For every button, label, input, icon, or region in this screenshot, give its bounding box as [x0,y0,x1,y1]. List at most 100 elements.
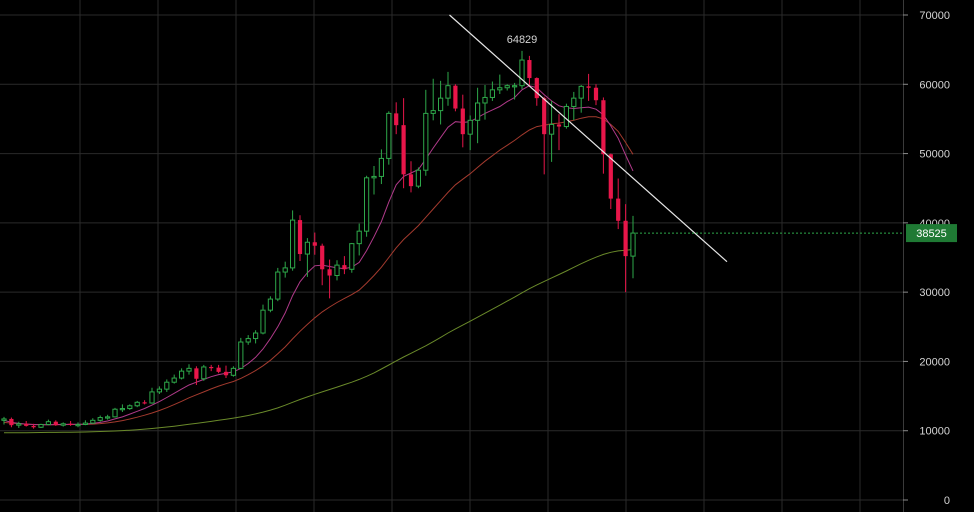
candle [82,420,89,426]
candle [364,175,370,237]
candle [475,87,481,144]
candle [38,423,44,428]
candle-body [630,232,636,257]
candle [593,84,599,106]
candle [297,215,303,261]
candle-body [519,59,525,87]
candle [601,97,606,174]
candle [401,98,406,189]
candle-body [119,408,126,411]
candle-body [497,87,503,91]
candle [260,304,266,335]
candle [60,422,66,427]
candle-body [179,370,185,379]
candle-body [467,119,473,135]
candle-body [194,368,199,379]
y-tick-label: 20000 [919,356,950,368]
peak-price-label: 64829 [507,34,538,46]
candle-body [275,271,281,300]
candle [149,387,155,404]
candle [312,232,317,255]
candle [97,415,103,422]
ma-fast-line [3,85,634,426]
y-tick-label: 60000 [919,79,950,91]
candle [334,260,340,281]
candle [45,419,51,426]
candle [24,421,29,427]
candle [512,82,518,100]
candle-body [401,125,406,175]
candle-body [223,371,229,376]
candle-body [371,175,377,179]
candle-body [142,402,147,404]
candle [31,423,36,429]
candle [623,204,628,293]
candle [194,366,199,385]
candle-body [534,78,539,99]
candle [238,337,244,370]
candle-body [438,97,444,112]
candle [630,215,636,279]
candle-body [342,265,347,270]
candle-body [364,177,370,232]
candle-body [593,87,599,101]
candle-body [105,416,111,419]
candle-body [423,112,429,171]
candle [90,418,96,424]
candle-body [356,230,362,245]
candle-body [586,86,591,88]
candle [578,84,584,113]
candle [542,96,547,175]
candle-body [608,154,613,199]
candle-body [475,102,481,121]
candle [327,259,332,299]
candle-body [349,243,355,270]
y-tick-label: 30000 [919,287,950,299]
candle [105,414,111,420]
candle [68,421,73,426]
candle [527,55,532,86]
candle [453,84,458,112]
candle [504,84,510,91]
candle [282,261,288,278]
candle-body [216,367,221,372]
candle [423,89,429,176]
candle [349,242,355,273]
candle [386,111,392,165]
candle [304,238,310,277]
candle-body [408,174,414,187]
candle-body [9,418,14,426]
y-tick-label: 0 [944,495,950,507]
candle [290,210,296,271]
candle-body [549,123,555,135]
candle-body [134,401,140,407]
candle-body [563,105,569,128]
candle-body [164,381,170,390]
candle [408,161,414,193]
candle-body [320,245,325,270]
candle [438,80,444,125]
candle-body [82,422,89,425]
ma-slow-line [4,249,634,434]
candle [142,400,147,405]
candle-body [38,423,44,428]
candle-body [527,60,532,79]
candle-body [230,367,237,376]
candle-body [171,377,177,383]
y-tick-label: 50000 [919,149,950,161]
candle [127,404,133,410]
candle [460,94,465,148]
trendline [449,14,728,263]
candle [616,178,621,230]
candle [371,166,377,195]
y-tick-label: 70000 [919,10,950,22]
candle-body [127,405,133,410]
candle [275,267,281,302]
candle [549,100,555,162]
candle [201,364,207,381]
candle-body [75,423,81,427]
last-price-tag [906,224,957,243]
candle [245,335,251,345]
candle [467,115,473,151]
